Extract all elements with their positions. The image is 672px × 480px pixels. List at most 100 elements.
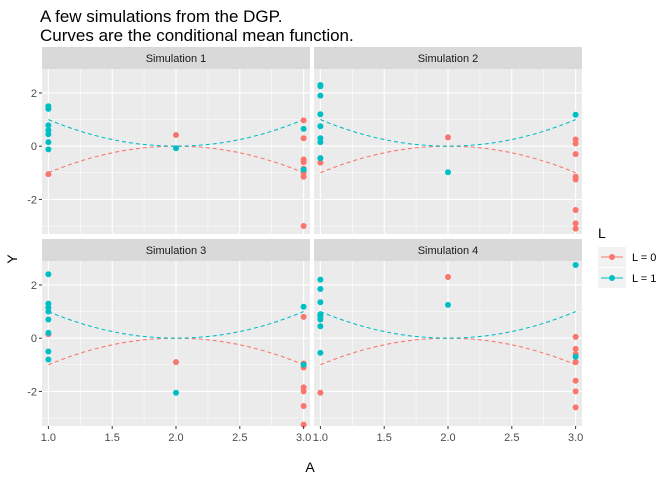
data-point-l0 [300, 173, 307, 180]
x-tick-label: 2.5 [504, 432, 519, 444]
data-point-l1 [300, 125, 307, 132]
data-point-l0 [173, 359, 179, 366]
data-point-l1 [45, 139, 52, 146]
y-tick-label: 0 [31, 141, 37, 153]
data-point-l1 [45, 308, 52, 315]
data-point-l0 [300, 313, 307, 320]
data-point-l1 [317, 299, 324, 306]
data-point-l0 [300, 117, 307, 124]
facet-strip-label: Simulation 3 [146, 245, 207, 257]
legend-key-point [609, 254, 615, 260]
x-tick-label: 2.0 [440, 432, 455, 444]
y-tick-label: 2 [31, 280, 37, 292]
data-point-l1 [45, 329, 52, 336]
mean-curve-l1 [48, 311, 304, 339]
mean-curve-l0 [320, 337, 576, 366]
mean-curve-l0 [320, 145, 576, 174]
facet-strip [42, 47, 310, 69]
data-point-l0 [572, 207, 579, 214]
facet-panel: Simulation 1 [42, 47, 310, 234]
data-point-l0 [572, 151, 579, 158]
x-tick-label: 2.5 [232, 432, 247, 444]
data-point-l0 [45, 171, 52, 178]
data-point-l0 [572, 404, 579, 411]
x-tick-label: 3.0 [296, 432, 311, 444]
x-tick-label: 3.0 [568, 432, 583, 444]
mean-curve-l1 [48, 119, 304, 147]
data-point-l1 [300, 303, 307, 310]
data-point-l0 [300, 135, 307, 142]
data-point-l0 [300, 403, 307, 410]
data-point-l1 [45, 105, 52, 112]
data-point-l1 [300, 361, 307, 368]
data-point-l1 [45, 356, 52, 363]
data-point-l1 [173, 145, 179, 152]
data-point-l0 [445, 134, 451, 141]
data-point-l0 [572, 377, 579, 384]
x-tick-label: 1.5 [377, 432, 392, 444]
legend-key-point [609, 275, 615, 281]
data-point-l0 [300, 421, 307, 428]
data-point-l1 [317, 276, 324, 283]
data-point-l1 [572, 353, 579, 360]
x-tick-label: 1.0 [313, 432, 328, 444]
data-point-l1 [317, 155, 324, 162]
mean-curve-l1 [320, 311, 576, 339]
legend-label: L = 0 [632, 252, 656, 264]
facet-strip-label: Simulation 2 [418, 53, 479, 65]
legend-label: L = 1 [632, 273, 656, 285]
data-point-l0 [572, 359, 579, 366]
data-point-l1 [317, 285, 324, 292]
legend-title: L [598, 225, 606, 241]
data-point-l1 [317, 316, 324, 323]
data-point-l0 [572, 220, 579, 227]
facet-panel: Simulation 3 [42, 239, 310, 428]
data-point-l0 [300, 388, 307, 395]
chart-title: A few simulations from the DGP. [40, 7, 283, 26]
data-point-l1 [45, 316, 52, 323]
data-point-l0 [572, 333, 579, 340]
data-point-l1 [572, 111, 579, 118]
data-point-l1 [173, 389, 179, 396]
data-point-l0 [572, 388, 579, 395]
data-point-l0 [300, 223, 307, 230]
data-point-l1 [317, 123, 324, 130]
legend: L L = 0 L = 1 [598, 225, 656, 288]
data-point-l1 [45, 146, 52, 153]
y-tick-label: 2 [31, 88, 37, 100]
data-point-l0 [173, 132, 179, 138]
data-point-l0 [572, 345, 579, 352]
data-point-l1 [572, 261, 579, 268]
data-point-l0 [317, 159, 324, 166]
data-point-l1 [317, 92, 324, 99]
facet-panel: Simulation 2 [314, 47, 582, 234]
y-tick-label: -2 [27, 386, 37, 398]
chart-subtitle: Curves are the conditional mean function… [40, 26, 354, 45]
data-point-l1 [445, 169, 451, 176]
data-point-l0 [572, 176, 579, 183]
data-point-l1 [300, 166, 307, 173]
x-axis-title: A [305, 459, 315, 475]
data-point-l1 [45, 348, 52, 355]
data-point-l1 [445, 301, 451, 308]
facet-strip-label: Simulation 4 [418, 245, 479, 257]
data-point-l1 [317, 349, 324, 356]
x-tick-label: 1.5 [105, 432, 120, 444]
x-tick-label: 1.0 [41, 432, 56, 444]
mean-curve-l0 [48, 337, 304, 366]
data-point-l1 [45, 122, 52, 129]
mean-curve-l0 [48, 145, 304, 174]
facet-panels: Simulation 1 Simulation 2 Simulation 3 Simu… [42, 47, 582, 428]
data-point-l1 [317, 83, 324, 90]
x-tick-label: 2.0 [168, 432, 183, 444]
data-point-l1 [317, 323, 324, 330]
facet-strip [42, 239, 310, 261]
facet-strip [314, 47, 582, 69]
data-point-l0 [300, 159, 307, 166]
data-point-l0 [572, 140, 579, 147]
y-axis-title: Y [4, 254, 20, 264]
data-point-l1 [45, 271, 52, 278]
data-point-l1 [317, 139, 324, 146]
